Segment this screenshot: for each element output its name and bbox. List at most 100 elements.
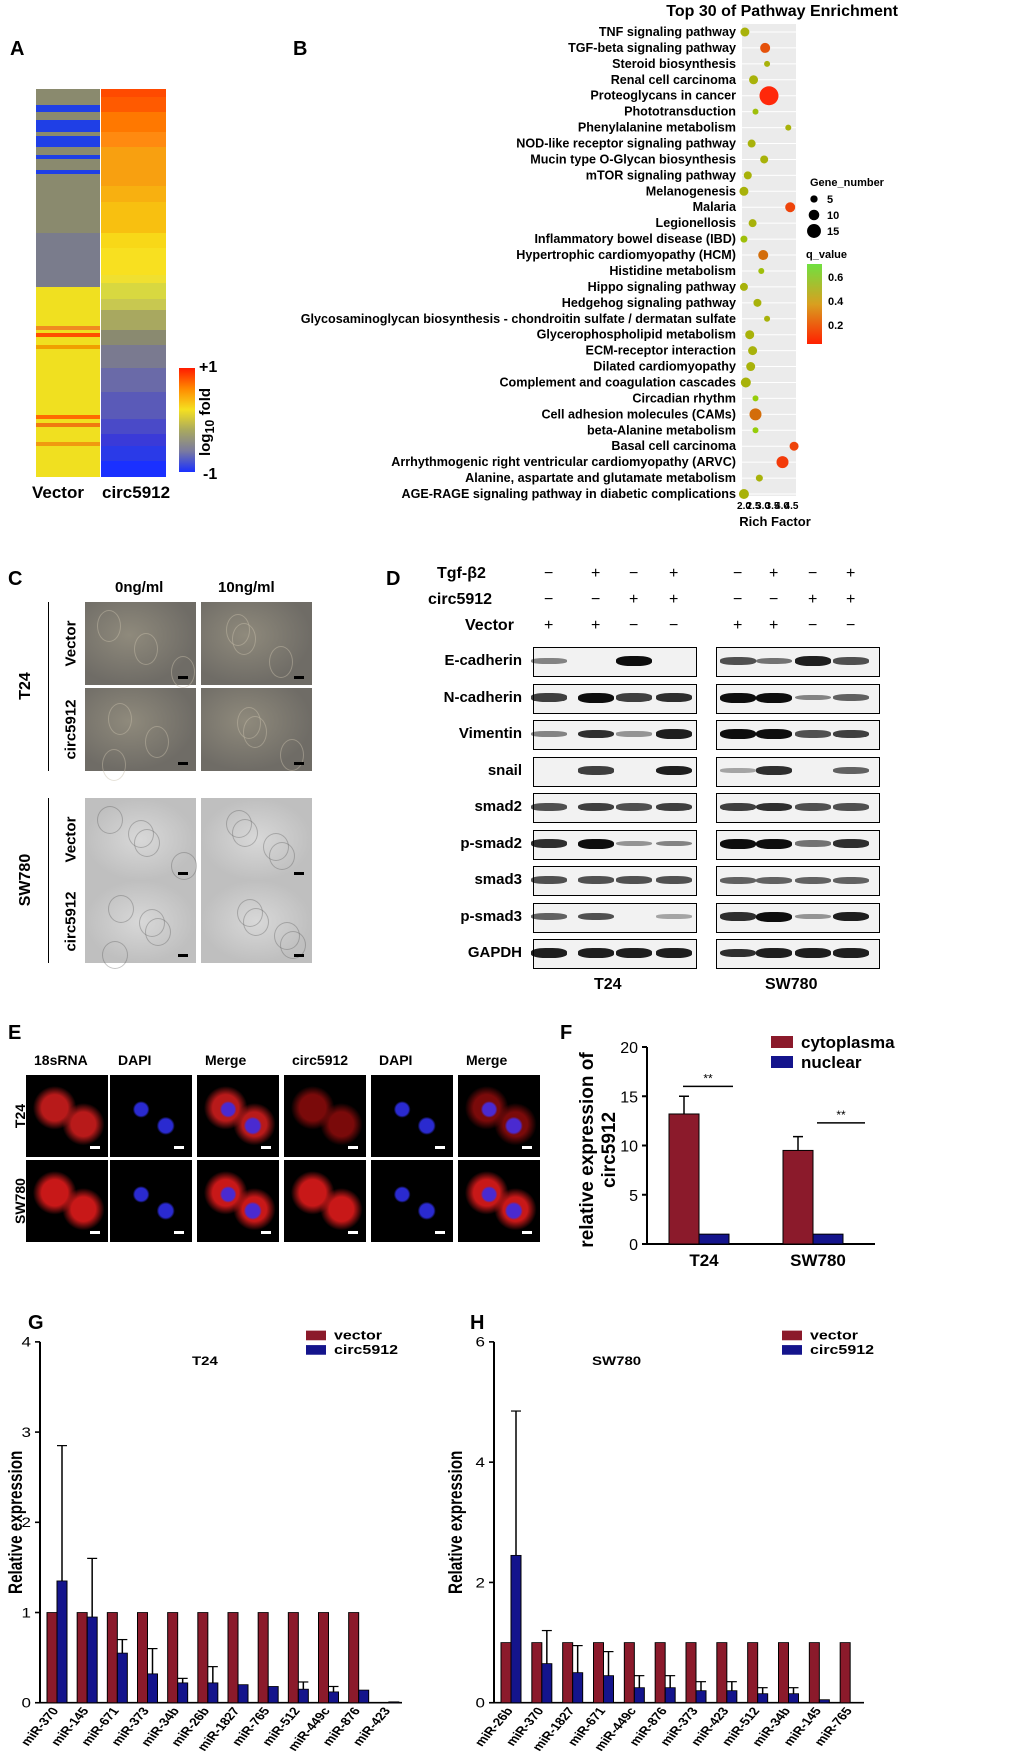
cell-shape [145,726,169,758]
pathway-label: Complement and coagulation cascades [499,375,736,389]
scale-bar [261,1146,271,1149]
condition-sign: + [846,591,856,608]
color-legend-label: 0.6 [828,272,843,284]
chart-h-bar [633,1687,645,1704]
chart-g-bar [56,1580,68,1704]
chart-b-x-tick: 3.5 [766,501,780,512]
pathway-label: Hedgehog signaling pathway [562,296,736,310]
heatmap-stripe [36,325,100,330]
condition-sign: + [591,617,601,634]
row-label: circ5912 [62,890,80,952]
chart-h-bar [500,1642,512,1704]
pathway-point [740,235,748,243]
scale-bar [174,1231,184,1234]
heatmap-stripe [36,414,100,419]
fish-image [371,1160,453,1242]
pathway-label: Dilated cardiomyopathy [593,360,736,374]
pathway-point [748,346,758,356]
chart-g-legend-swatch [306,1330,326,1341]
chart-h-y-tick-label: 4 [476,1455,486,1470]
chart-g-bar [388,1701,400,1704]
blot-box [531,793,697,823]
chart-h-bar [531,1642,543,1704]
blot-band [833,767,869,774]
condition-sign: + [544,617,554,634]
pathway-point [753,298,762,307]
chart-f-y-tick-label: 10 [620,1139,638,1156]
blot-band [531,913,567,920]
chart-h-legend-swatch [782,1330,802,1341]
chart-h-bar [808,1642,820,1704]
chart-g-bar [287,1612,299,1704]
color-legend-label: 0.2 [828,320,843,332]
protein-label: E-cadherin [444,652,522,669]
pathway-point [759,86,779,106]
blot-band [720,802,756,812]
blot-box [531,647,697,677]
fish-image [458,1160,540,1242]
scale-bar [174,1146,184,1149]
condition-sign: + [769,617,779,634]
heatmap-stripe [36,445,100,477]
heatmap-stripe [101,96,166,113]
blot-band [720,768,756,773]
chart-g-bar [227,1612,239,1704]
cell-shape [280,739,304,771]
chart-g-bar [358,1689,370,1704]
blot-band [656,948,692,958]
condition-sign: − [669,617,679,634]
blot-band [756,729,792,739]
condition-sign: − [733,565,743,582]
chart-h-bar [716,1642,728,1704]
scale-bar [261,1231,271,1234]
blot-band [756,692,792,703]
chart-h-bar [593,1642,604,1704]
heatmap-stripe [36,329,100,334]
panel-label-c: C [8,568,23,590]
cell-line-label: T24 [594,976,622,993]
blot-band [531,658,567,664]
pathway-point [752,427,759,434]
blot-band [616,876,652,884]
blot-band [756,911,792,922]
blot-band [531,731,567,737]
chart-b-x-tick: 2.0 [737,501,751,512]
heatmap-stripe [101,298,166,311]
scale-bar [348,1146,358,1149]
panel-label-e: E [8,1022,22,1044]
chart-f-relative-expression: 0 5 10 15 20 T24 SW780 relative expression of ci… [577,1033,895,1270]
chart-g-y-tick-label: 2 [22,1516,31,1531]
blot-band [756,948,792,958]
pathway-point [755,474,763,482]
pathway-enrichment-chart: Top 30 of Pathway Enrichment TNF signalin… [301,3,899,529]
scale-bar [178,954,188,957]
blot-band [656,802,692,812]
pathway-label: Basal cell carcinoma [611,439,737,453]
blot-band [795,913,831,920]
row-label: circ5912 [62,698,80,760]
heatmap-stripe [36,170,100,175]
pathway-label: Renal cell carcinoma [611,73,737,87]
chart-b-title: Top 30 of Pathway Enrichment [666,3,898,20]
pathway-label: Inflammatory bowel disease (IBD) [534,232,736,246]
blot-band [656,765,692,776]
heatmap-stripe [101,434,166,446]
cell-line-bracket [48,798,49,963]
cell-shape [108,895,134,923]
chart-h-bar [664,1687,676,1704]
chart-g-bar [348,1612,360,1704]
cell-shape [269,646,293,678]
pathway-point [738,489,749,499]
chart-g-bar [137,1612,148,1704]
chart-f-y-tick-label: 20 [620,1040,638,1057]
blot-band [616,693,652,702]
protein-label: snail [487,761,522,779]
heatmap-stripe [101,131,166,148]
condition-sign: − [808,617,818,634]
blot-band [833,911,869,922]
pathway-label: Alanine, aspartate and glutamate metabol… [465,471,736,485]
heatmap-stripe [101,310,166,330]
condition-sign: − [846,617,856,634]
pathway-label: Circadian rhythm [632,391,736,405]
condition-sign: − [629,617,639,634]
